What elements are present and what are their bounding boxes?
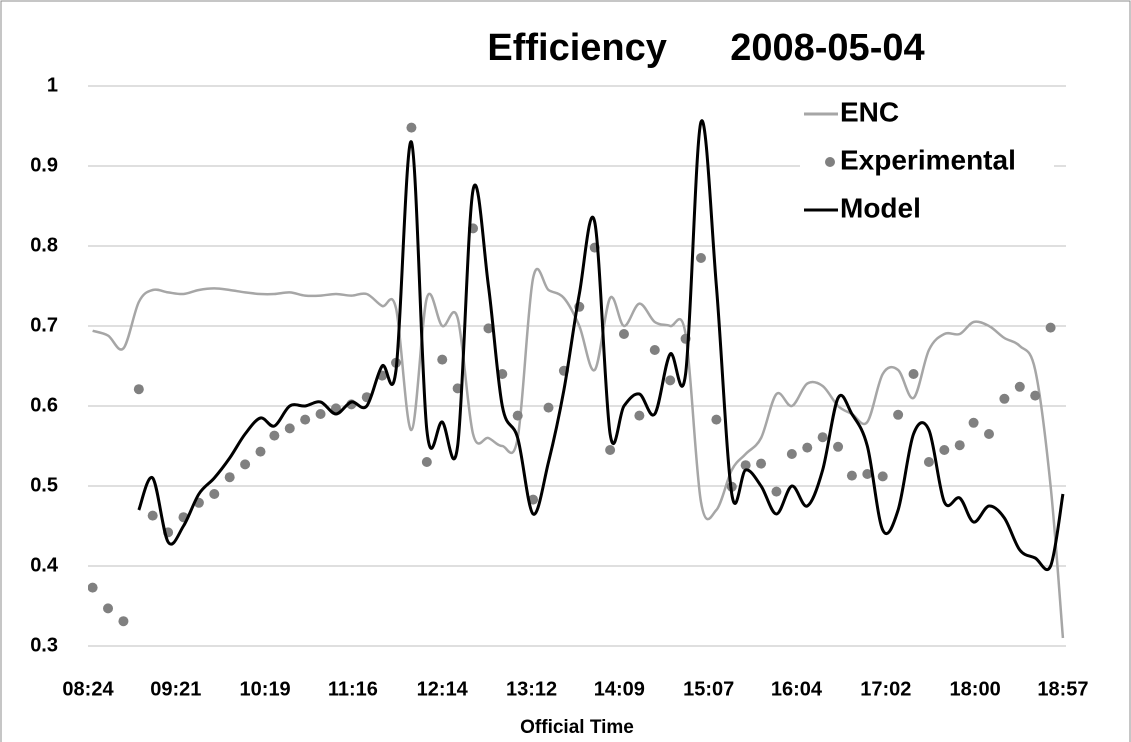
data-point [649,345,660,355]
data-point [939,445,950,455]
data-point [786,449,797,459]
x-tick-label: 12:14 [417,678,469,700]
data-point [862,469,873,479]
data-point [802,442,813,453]
data-point [118,616,129,627]
data-point [255,446,266,457]
data-point [543,402,554,413]
data-point [209,489,220,499]
data-point [224,472,235,483]
data-point [147,510,158,521]
data-point [817,432,828,443]
data-point [330,403,341,414]
data-point [893,409,904,420]
data-point [1014,381,1025,392]
data-point [421,457,432,467]
x-tick-label: 17:02 [860,678,911,700]
data-point [315,409,326,419]
x-tick-label: 15:07 [683,678,734,700]
y-tick-label: 0.8 [30,234,58,256]
axes: 0.3 0.4 0.5 0.6 0.7 0.8 0.9 1 08:24 09:21 10:19 11:… [30,74,1088,700]
data-point [877,471,888,482]
x-tick-label: 09:21 [150,678,201,700]
x-axis-title: Official Time [520,717,634,738]
data-point [954,440,965,451]
data-point [846,470,857,481]
data-point [284,423,295,434]
data-point [695,253,706,263]
data-point [711,414,722,425]
data-point [983,429,994,439]
y-tick-label: 1 [47,74,58,96]
y-tick-label: 0.7 [30,314,58,336]
data-point [103,603,114,614]
data-point [133,384,144,395]
x-tick-label: 18:00 [950,678,1001,700]
legend-label: ENC [840,96,899,127]
legend-label: Experimental [840,144,1016,175]
data-point [437,354,448,365]
data-point [833,441,844,452]
data-point [923,457,934,467]
data-point [665,375,676,386]
legend: ENC Experimental Model [800,88,1054,238]
x-tick-label: 08:24 [62,678,114,700]
data-point [740,460,751,471]
y-tick-label: 0.9 [30,154,58,176]
data-point [618,329,629,339]
data-point [88,582,98,593]
data-point [240,459,251,470]
y-tick-label: 0.6 [30,394,58,416]
x-tick-label: 18:57 [1037,678,1088,700]
data-point [756,458,767,469]
x-tick-label: 16:04 [771,678,823,700]
chart-title: Efficiency 2008-05-04 [487,27,924,69]
x-tick-label: 10:19 [240,678,291,700]
data-point [999,393,1010,404]
x-tick-label: 14:09 [594,678,645,700]
data-point [605,445,616,455]
data-point [497,369,508,379]
y-tick-label: 0.3 [30,634,58,656]
data-point [968,417,979,428]
y-tick-label: 0.4 [30,554,59,576]
data-point [300,414,311,425]
grid [88,85,1066,647]
data-point [771,486,782,497]
data-point [1030,390,1041,401]
data-point [1045,322,1056,333]
data-point [908,369,919,379]
plot-area [88,119,1065,639]
series-line [137,119,1065,572]
x-tick-label: 11:16 [328,678,378,700]
legend-label: Model [840,192,921,223]
data-point [634,410,645,421]
data-point [512,410,523,421]
data-point [406,122,417,133]
data-point [269,430,280,441]
series-line [92,267,1065,639]
y-tick-label: 0.5 [30,474,58,496]
data-point [483,323,494,334]
x-tick-label: 13:12 [506,678,557,700]
legend-background [800,88,1054,238]
legend-swatch [825,157,835,167]
